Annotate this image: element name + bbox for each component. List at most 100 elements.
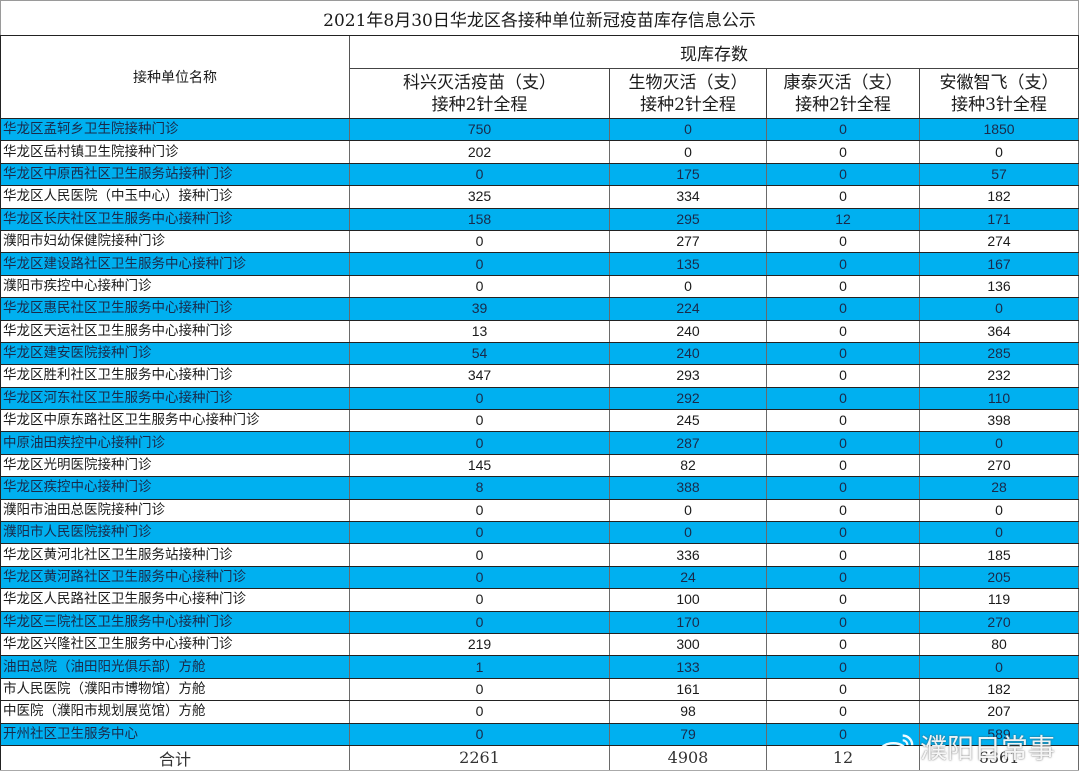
table-row: 华龙区建设路社区卫生服务中心接种门诊 0 135 0 167 [0,252,1080,276]
unit-name-cell: 开州社区卫生服务中心 [0,723,350,746]
total-sinovac: 2261 [349,745,610,771]
biological-stock-cell: 295 [609,208,767,231]
table-row: 市人民医院（濮阳市博物馆）方舱 0 161 0 182 [0,678,1080,702]
kangtai-stock-cell: 0 [766,297,920,321]
kangtai-stock-cell: 0 [766,611,920,634]
header-sinovac: 科兴灭活疫苗（支） 接种2针全程 [349,68,610,119]
zhifei-stock-cell: 0 [919,499,1080,523]
biological-stock-cell: 24 [609,566,767,590]
sinovac-stock-cell: 0 [349,588,610,612]
kangtai-stock-cell: 0 [766,655,920,679]
biological-stock-cell: 277 [609,230,767,254]
unit-name-cell: 濮阳市人民医院接种门诊 [0,521,350,545]
table-row: 中原油田疾控中心接种门诊 0 287 0 0 [0,431,1080,455]
sinovac-stock-cell: 0 [349,499,610,523]
biological-stock-cell: 0 [609,499,767,523]
zhifei-stock-cell: 136 [919,275,1080,299]
zhifei-stock-cell: 270 [919,454,1080,478]
total-biological: 4908 [609,745,767,771]
sinovac-stock-cell: 0 [349,521,610,545]
sinovac-stock-cell: 325 [349,185,610,209]
sinovac-stock-cell: 750 [349,118,610,142]
kangtai-stock-cell: 0 [766,252,920,276]
biological-stock-cell: 100 [609,588,767,612]
biological-stock-cell: 388 [609,476,767,500]
kangtai-stock-cell: 0 [766,543,920,567]
zhifei-stock-cell: 57 [919,163,1080,187]
sinovac-stock-cell: 145 [349,454,610,478]
unit-name-cell: 华龙区三院社区卫生服务中心接种门诊 [0,611,350,634]
header-row-group: 接种单位名称 现库存数 [0,35,1080,119]
zhifei-stock-cell: 0 [919,140,1080,164]
unit-name-cell: 市人民医院（濮阳市博物馆）方舱 [0,678,350,702]
table-row: 华龙区河东社区卫生服务中心接种门诊 0 292 0 110 [0,387,1080,411]
biological-stock-cell: 0 [609,521,767,545]
unit-name-cell: 华龙区光明医院接种门诊 [0,454,350,478]
table-row: 华龙区惠民社区卫生服务中心接种门诊 39 224 0 0 [0,297,1080,321]
unit-name-cell: 华龙区建安医院接种门诊 [0,342,350,366]
zhifei-stock-cell: 185 [919,543,1080,567]
zhifei-stock-cell: 1850 [919,118,1080,142]
kangtai-stock-cell: 0 [766,364,920,388]
table-row: 濮阳市人民医院接种门诊 0 0 0 0 [0,521,1080,545]
unit-name-cell: 华龙区天运社区卫生服务中心接种门诊 [0,320,350,343]
table-row: 华龙区中原东路社区卫生服务中心接种门诊 0 245 0 398 [0,409,1080,433]
kangtai-stock-cell: 0 [766,454,920,478]
zhifei-stock-cell: 182 [919,185,1080,209]
sinovac-stock-cell: 8 [349,476,610,500]
table-row: 华龙区长庆社区卫生服务中心接种门诊 158 295 12 171 [0,208,1080,231]
zhifei-stock-cell: 270 [919,611,1080,634]
kangtai-stock-cell: 0 [766,163,920,187]
unit-name-cell: 华龙区孟轲乡卫生院接种门诊 [0,118,350,142]
zhifei-stock-cell: 167 [919,252,1080,276]
unit-name-cell: 中原油田疾控中心接种门诊 [0,431,350,455]
table-row: 华龙区孟轲乡卫生院接种门诊 750 0 0 1850 [0,118,1080,142]
zhifei-stock-cell: 398 [919,409,1080,433]
kangtai-stock-cell: 0 [766,387,920,411]
table-row: 华龙区光明医院接种门诊 145 82 0 270 [0,454,1080,478]
sinovac-stock-cell: 158 [349,208,610,231]
table-row: 濮阳市妇幼保健院接种门诊 0 277 0 274 [0,230,1080,254]
zhifei-stock-cell: 171 [919,208,1080,231]
zhifei-stock-cell: 207 [919,700,1080,724]
zhifei-stock-cell: 0 [919,521,1080,545]
total-label: 合计 [0,745,350,771]
kangtai-stock-cell: 12 [766,208,920,231]
table-row: 华龙区兴隆社区卫生服务中心接种门诊 219 300 0 80 [0,633,1080,657]
sinovac-stock-cell: 0 [349,387,610,411]
kangtai-stock-cell: 0 [766,588,920,612]
kangtai-stock-cell: 0 [766,431,920,455]
unit-name-cell: 华龙区兴隆社区卫生服务中心接种门诊 [0,633,350,657]
header-kangtai: 康泰灭活（支） 接种2针全程 [766,68,920,119]
table-row: 濮阳市疾控中心接种门诊 0 0 0 136 [0,275,1080,299]
biological-stock-cell: 175 [609,163,767,187]
header-zhifei-line2: 接种3针全程 [951,94,1047,115]
unit-name-cell: 华龙区长庆社区卫生服务中心接种门诊 [0,208,350,231]
table-row: 华龙区岳村镇卫生院接种门诊 202 0 0 0 [0,140,1080,164]
sinovac-stock-cell: 219 [349,633,610,657]
unit-name-cell: 华龙区人民路社区卫生服务中心接种门诊 [0,588,350,612]
sinovac-stock-cell: 0 [349,566,610,590]
unit-name-cell: 濮阳市油田总医院接种门诊 [0,499,350,523]
biological-stock-cell: 0 [609,275,767,299]
kangtai-stock-cell: 0 [766,140,920,164]
sinovac-stock-cell: 0 [349,252,610,276]
zhifei-stock-cell: 589 [919,723,1080,746]
biological-stock-cell: 300 [609,633,767,657]
sinovac-stock-cell: 1 [349,655,610,679]
sinovac-stock-cell: 54 [349,342,610,366]
biological-stock-cell: 79 [609,723,767,746]
unit-name-cell: 濮阳市疾控中心接种门诊 [0,275,350,299]
unit-name-cell: 濮阳市妇幼保健院接种门诊 [0,230,350,254]
kangtai-stock-cell: 0 [766,320,920,343]
header-biological-line2: 接种2针全程 [640,94,736,115]
biological-stock-cell: 0 [609,118,767,142]
unit-name-cell: 华龙区岳村镇卫生院接种门诊 [0,140,350,164]
header-kangtai-line2: 接种2针全程 [795,94,891,115]
zhifei-stock-cell: 119 [919,588,1080,612]
kangtai-stock-cell: 0 [766,342,920,366]
page-title: 2021年8月30日华龙区各接种单位新冠疫苗库存信息公示 [0,0,1080,36]
header-biological: 生物灭活（支） 接种2针全程 [609,68,767,119]
zhifei-stock-cell: 110 [919,387,1080,411]
